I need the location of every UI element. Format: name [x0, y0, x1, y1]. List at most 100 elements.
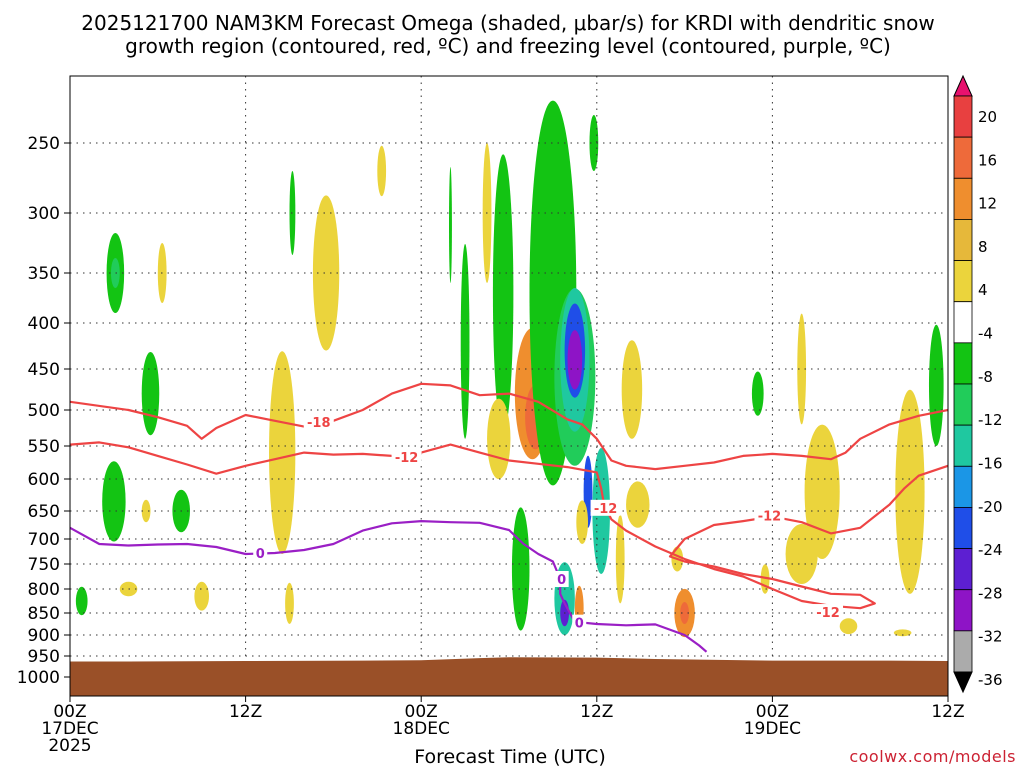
colorbar-label: -24	[978, 541, 1003, 559]
contour-label-bg	[303, 414, 334, 431]
plot-area: -18 -12 -12 -12 -12 0 0 0	[69, 75, 949, 697]
y-tick-label: 700	[28, 530, 60, 550]
contour-freezing	[70, 519, 708, 653]
chart-title-line2: growth region (contoured, red, ºC) and f…	[125, 34, 891, 58]
colorbar-swatch	[953, 177, 973, 220]
colorbar-swatch	[953, 548, 973, 591]
colorbar-label: 4	[978, 281, 988, 299]
credit-text: coolwx.com/models	[849, 747, 1016, 766]
omega-cell	[680, 602, 689, 624]
omega-cell	[141, 499, 151, 523]
chart-title-line1: 2025121700 NAM3KM Forecast Omega (shaded…	[81, 11, 934, 35]
omega-cell	[797, 313, 807, 425]
contour-label: 0	[575, 617, 584, 632]
omega-cell	[141, 352, 160, 436]
colorbar-arrow-bottom	[953, 671, 973, 694]
contour-label: -12	[395, 451, 419, 466]
colorbar-label: -8	[978, 368, 993, 386]
y-tick-label: 800	[28, 580, 60, 600]
terrain-fill	[70, 657, 948, 696]
omega-cell	[269, 351, 296, 554]
colorbar-swatch	[953, 383, 973, 426]
omega-cell	[615, 514, 625, 604]
y-axis: 2503003504004505005506006507007508008509…	[17, 134, 70, 688]
colorbar-label: 12	[978, 195, 997, 213]
x-tick-label: 00Z	[53, 702, 86, 722]
colorbar-label: -4	[978, 325, 993, 343]
x-tick-label: 12Z	[229, 702, 262, 722]
contour-label-bg	[253, 545, 268, 561]
x-tick-label: 2025	[48, 736, 91, 756]
omega-shading	[75, 100, 944, 638]
colorbar-label: -32	[978, 628, 1003, 646]
colorbar-label: 20	[978, 108, 997, 126]
y-tick-label: 400	[28, 314, 60, 334]
y-tick-label: 750	[28, 555, 60, 575]
contour-label: 0	[557, 573, 566, 588]
y-tick-label: 900	[28, 626, 60, 646]
x-tick-label: 00Z	[756, 702, 789, 722]
omega-cell	[110, 258, 120, 288]
contour-dgz-lower	[70, 441, 948, 610]
y-tick-label: 650	[28, 502, 60, 522]
contour-label-bg	[754, 507, 785, 524]
colorbar-swatch	[953, 301, 973, 344]
colorbar-swatch	[953, 465, 973, 508]
contour-label-bg	[813, 604, 844, 621]
y-tick-label: 950	[28, 647, 60, 667]
omega-cell	[492, 154, 514, 432]
omega-cell	[576, 500, 589, 544]
contour-label-bg	[554, 571, 569, 587]
y-tick-label: 550	[28, 437, 60, 457]
omega-cell	[377, 145, 387, 197]
colorbar-swatch	[953, 630, 973, 673]
colorbar-label: -36	[978, 671, 1003, 689]
x-tick-label: 12Z	[580, 702, 613, 722]
colorbar-swatch	[953, 219, 973, 261]
contour-label: -12	[758, 509, 782, 524]
y-tick-label: 300	[28, 204, 60, 224]
contour-dgz-upper	[70, 382, 948, 471]
contour-label-bg	[572, 614, 587, 631]
omega-cell	[194, 581, 210, 611]
colorbar-swatch	[953, 424, 973, 467]
omega-cell	[312, 195, 340, 351]
y-tick-label: 850	[28, 604, 60, 624]
omega-cell	[751, 371, 764, 416]
y-tick-label: 250	[28, 134, 60, 154]
omega-cell	[75, 586, 88, 616]
colorbar-label: -20	[978, 498, 1003, 516]
colorbar-swatch	[953, 260, 973, 303]
colorbar-label: 8	[978, 238, 988, 256]
temperature-contours: -18 -12 -12 -12 -12 0 0 0	[70, 382, 948, 653]
omega-cell	[839, 618, 858, 635]
contour-label-bg	[391, 449, 422, 466]
omega-cell	[285, 582, 294, 625]
omega-cell	[511, 507, 530, 631]
omega-cell	[893, 629, 912, 637]
x-tick-label: 17DEC	[41, 719, 98, 739]
x-tick-label: 12Z	[931, 702, 964, 722]
colorbar-arrow-top	[953, 74, 973, 97]
omega-cell	[895, 389, 925, 594]
contour-label-bg	[590, 499, 621, 516]
omega-cell	[449, 167, 452, 283]
colorbar-swatch	[953, 136, 973, 179]
omega-cell	[928, 324, 944, 446]
colorbar-swatch	[953, 589, 973, 632]
x-tick-label: 00Z	[405, 702, 438, 722]
x-tick-label: 19DEC	[744, 719, 801, 739]
omega-cell	[460, 244, 470, 439]
omega-cell	[102, 461, 126, 542]
y-tick-label: 1000	[17, 668, 60, 688]
contour-label: -18	[307, 416, 331, 431]
contour-label: -12	[816, 606, 840, 621]
colorbar-swatch	[953, 507, 973, 549]
contour-label: 0	[256, 547, 265, 562]
plot-border	[69, 75, 949, 697]
colorbar-swatch	[953, 342, 973, 385]
y-tick-label: 450	[28, 360, 60, 380]
omega-cell	[589, 115, 599, 171]
omega-cell	[785, 524, 818, 584]
